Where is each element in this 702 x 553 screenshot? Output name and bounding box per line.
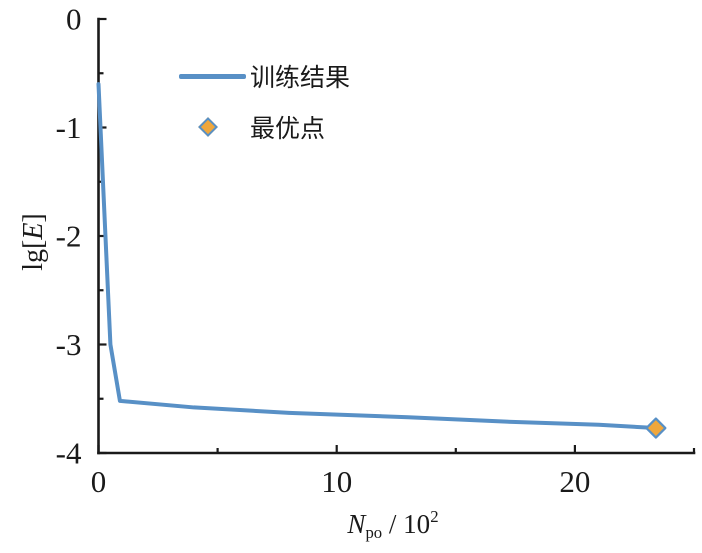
x-tick-label: 20 [559, 464, 590, 499]
x-axis-title-exponent: 2 [430, 507, 439, 526]
x-axis-title-divider: / 10 [382, 508, 431, 539]
y-tick-label: -4 [56, 436, 82, 471]
x-tick-label: 0 [91, 464, 107, 499]
y-axis-title-suffix: ] [18, 213, 49, 223]
y-axis-title: lg[E] [15, 177, 53, 307]
y-tick-label: 0 [66, 2, 82, 37]
y-tick-label: -2 [56, 219, 82, 254]
x-axis-title-subscript: po [365, 522, 383, 542]
best-point-diamond-icon [198, 117, 218, 137]
y-tick-label: -3 [56, 327, 82, 362]
y-axis-title-prefix: lg[ [18, 239, 49, 271]
y-tick-label: -1 [56, 110, 82, 145]
legend-label-training-results: 训练结果 [250, 65, 351, 92]
y-axis-title-variable: E [18, 222, 49, 240]
best-point-marker [645, 417, 667, 439]
training-line-swatch [179, 73, 246, 79]
x-axis-title-variable: N [347, 508, 366, 539]
legend-label-best-point: 最优点 [250, 116, 326, 143]
legend-item-training-results: 训练结果 [179, 61, 351, 92]
x-tick-label: 10 [321, 464, 352, 499]
legend-item-best-point: 最优点 [179, 112, 326, 143]
x-axis-title: Npo / 102 [243, 499, 543, 542]
training-results-line [96, 82, 658, 431]
